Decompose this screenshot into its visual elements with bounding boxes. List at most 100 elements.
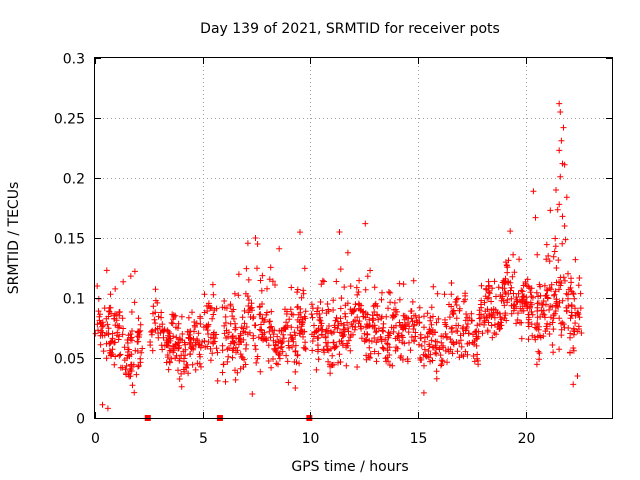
- data-point: [528, 293, 535, 300]
- data-point: [567, 349, 573, 356]
- data-point: [315, 325, 322, 332]
- data-point: [574, 373, 581, 379]
- data-point: [205, 338, 212, 345]
- data-point: [354, 314, 361, 321]
- data-point: [107, 349, 114, 356]
- data-point: [97, 341, 104, 348]
- data-point: [165, 366, 172, 373]
- data-point: [232, 344, 239, 351]
- data-point: [502, 259, 509, 266]
- data-point: [97, 311, 103, 318]
- data-point: [105, 313, 112, 320]
- data-point: [396, 296, 403, 303]
- data-point: [150, 303, 157, 310]
- data-point: [179, 331, 186, 337]
- data-point: [107, 291, 114, 298]
- data-point: [481, 299, 488, 306]
- data-point: [553, 265, 560, 271]
- data-point: [401, 340, 408, 347]
- data-point: [426, 343, 433, 350]
- data-point: [229, 333, 236, 339]
- data-point: [331, 344, 338, 351]
- y-axis-label: SRMTID / TECUs: [6, 182, 22, 295]
- data-point: [112, 310, 119, 317]
- data-point: [554, 206, 561, 213]
- data-point: [338, 330, 345, 337]
- data-point: [231, 340, 238, 346]
- data-point: [443, 333, 450, 340]
- data-point: [133, 371, 140, 378]
- data-point: [345, 337, 352, 344]
- data-point: [313, 366, 320, 373]
- data-point: [435, 315, 442, 322]
- data-point: [173, 334, 180, 341]
- data-point: [263, 311, 270, 318]
- data-point: [396, 280, 403, 287]
- data-point: [427, 351, 434, 358]
- data-point: [571, 295, 578, 302]
- data-point: [389, 362, 396, 369]
- data-point: [455, 322, 462, 329]
- data-point: [488, 322, 495, 329]
- data-point: [229, 308, 235, 315]
- data-point: [221, 298, 228, 304]
- data-point: [191, 322, 198, 329]
- data-point: [430, 283, 437, 290]
- data-point: [378, 338, 385, 345]
- data-point: [261, 329, 268, 336]
- data-point: [569, 312, 575, 319]
- data-point: [239, 354, 246, 361]
- data-point: [565, 291, 571, 298]
- data-point: [562, 277, 568, 284]
- data-point: [508, 284, 515, 291]
- data-point: [341, 328, 348, 335]
- data-point: [285, 338, 292, 345]
- data-point: [214, 349, 221, 356]
- data-point: [243, 324, 250, 330]
- data-point: [107, 304, 114, 311]
- data-point: [224, 346, 231, 353]
- data-point: [256, 303, 263, 310]
- data-point: [172, 312, 179, 319]
- data-point: [578, 330, 585, 336]
- data-point: [572, 320, 579, 327]
- data-point: [235, 292, 242, 299]
- data-point: [513, 294, 520, 301]
- data-point: [400, 325, 407, 331]
- data-point: [245, 276, 252, 283]
- data-point: [237, 338, 244, 345]
- y-tick-label: 0.1: [63, 292, 85, 308]
- data-points: [92, 100, 585, 421]
- data-point: [541, 311, 548, 318]
- data-point: [574, 309, 581, 316]
- data-point: [452, 299, 459, 305]
- data-point: [269, 278, 276, 285]
- data-point: [406, 339, 412, 346]
- data-point: [116, 352, 123, 359]
- data-point: [244, 240, 251, 247]
- data-point: [197, 353, 204, 360]
- data-point: [263, 337, 270, 344]
- data-point: [94, 283, 101, 289]
- y-tick-label: 0.25: [54, 112, 85, 128]
- data-point: [313, 328, 320, 335]
- data-point: [432, 349, 439, 356]
- data-point: [479, 330, 486, 337]
- data-point: [245, 303, 252, 309]
- data-point: [527, 303, 534, 310]
- data-point: [484, 295, 491, 302]
- data-point: [525, 336, 532, 343]
- data-point: [562, 236, 569, 243]
- data-point: [123, 362, 130, 369]
- data-point: [438, 362, 444, 369]
- data-point: [472, 329, 478, 336]
- data-point: [131, 389, 138, 396]
- data-point: [318, 320, 325, 327]
- data-point: [280, 335, 287, 342]
- data-point: [489, 334, 496, 341]
- data-point: [101, 305, 108, 312]
- data-point: [392, 347, 399, 354]
- data-point: [462, 317, 469, 324]
- data-point: [505, 279, 512, 286]
- data-point: [498, 316, 505, 323]
